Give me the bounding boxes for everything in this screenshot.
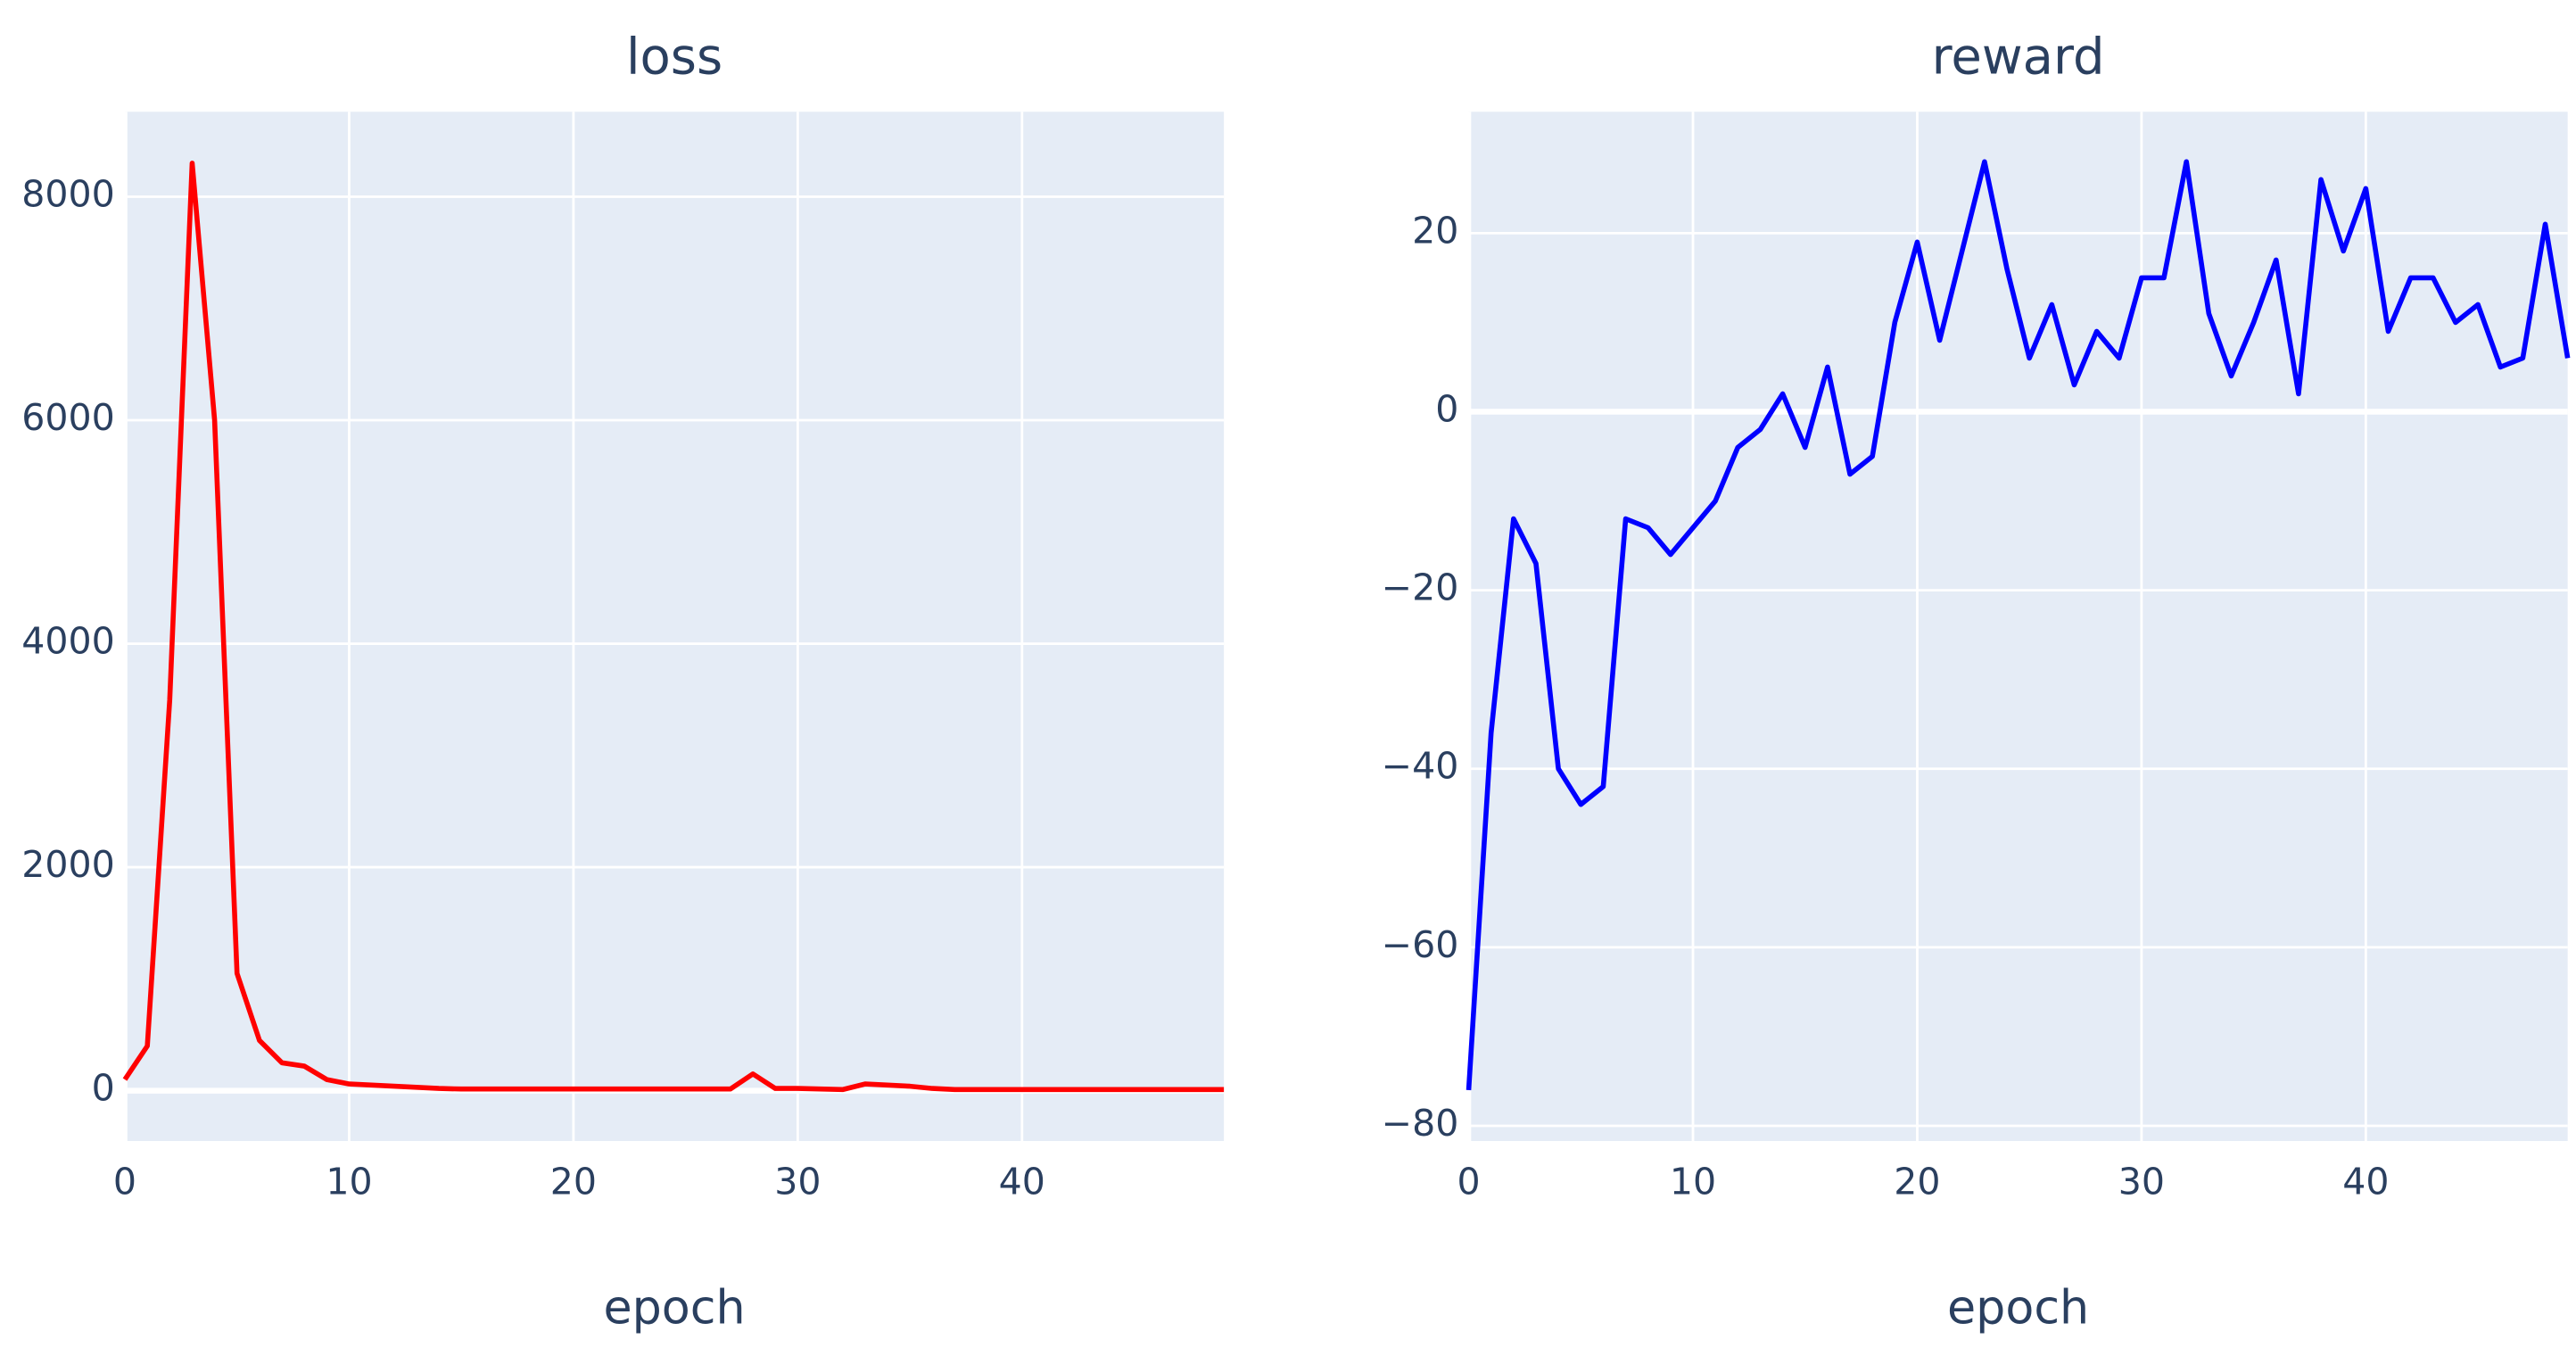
y-tick-label: 6000 <box>21 396 115 439</box>
y-tick-label: −20 <box>1382 566 1459 609</box>
y-tick-label: 20 <box>1412 209 1458 252</box>
x-tick-label: 20 <box>550 1161 597 1203</box>
x-tick-label: 30 <box>774 1161 821 1203</box>
x-tick-label: 40 <box>2342 1161 2389 1203</box>
x-tick-label: 0 <box>113 1161 136 1203</box>
plot-area <box>125 112 1225 1141</box>
data-line <box>1466 159 2571 1091</box>
x-tick-label: 40 <box>999 1161 1045 1203</box>
chart-title: reward <box>1932 29 2105 87</box>
x-tick-label: 30 <box>2118 1161 2165 1203</box>
y-tick-label: 2000 <box>21 843 115 886</box>
y-tick-label: 0 <box>92 1067 115 1110</box>
data-line <box>122 161 1225 1093</box>
y-tick-label: −40 <box>1382 745 1459 788</box>
y-tick-label: −60 <box>1382 923 1459 966</box>
x-tick-label: 10 <box>1670 1161 1716 1203</box>
chart-title: loss <box>626 29 722 87</box>
x-axis-title: epoch <box>603 1280 745 1335</box>
y-tick-label: 8000 <box>21 172 115 215</box>
x-tick-label: 20 <box>1894 1161 1940 1203</box>
y-tick-label: 0 <box>1435 387 1458 430</box>
x-tick-label: 10 <box>326 1161 372 1203</box>
x-tick-label: 0 <box>1457 1161 1480 1203</box>
x-axis-title: epoch <box>1947 1280 2089 1335</box>
y-tick-label: −80 <box>1382 1102 1459 1145</box>
plot-area <box>1468 112 2568 1141</box>
y-tick-label: 4000 <box>21 620 115 663</box>
